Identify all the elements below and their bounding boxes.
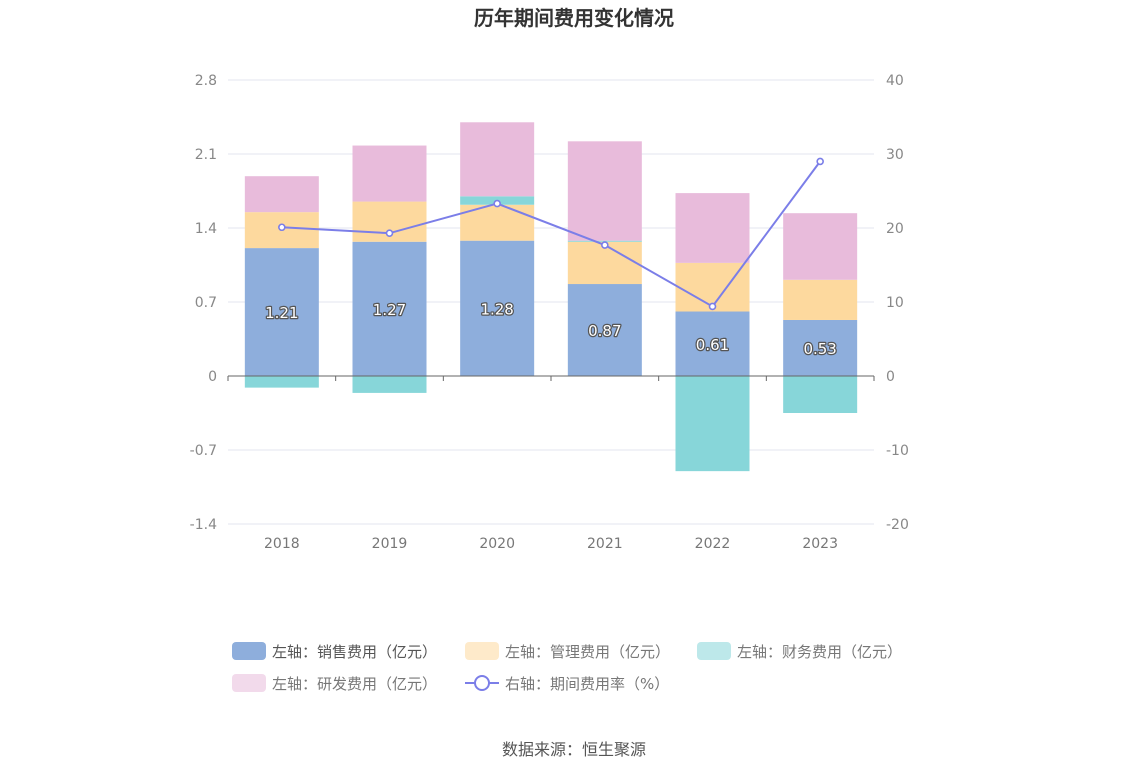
legend[interactable]: 左轴：销售费用（亿元） 左轴：管理费用（亿元） 左轴：财务费用（亿元） 左轴：研发费用…: [232, 642, 902, 693]
sales-data-label: 1.21: [265, 304, 298, 322]
bar-sales-2023[interactable]: [783, 319, 858, 376]
right-tick-label: 20: [886, 221, 904, 237]
legend-label: 左轴：研发费用（亿元）: [272, 675, 437, 693]
bar-sales-2018[interactable]: [244, 248, 319, 376]
bar-rnd-2023[interactable]: [783, 213, 858, 280]
rate-point-2023[interactable]: [816, 157, 824, 166]
right-tick-label: 40: [886, 73, 904, 89]
left-tick-label: 1.4: [195, 221, 217, 237]
bar-rnd-2019[interactable]: [352, 145, 427, 202]
rate-point-2018[interactable]: [278, 223, 286, 232]
bar-sales-2021[interactable]: [567, 284, 642, 376]
bar-finance-2022[interactable]: [675, 376, 750, 472]
legend-marker: [474, 675, 490, 691]
bar-finance-2021[interactable]: [567, 240, 642, 242]
source-text: 数据来源：恒生聚源: [502, 740, 646, 759]
rate-point-2019[interactable]: [385, 229, 394, 237]
left-tick-label: -0.7: [190, 443, 217, 459]
sales-data-label: 0.87: [588, 322, 621, 340]
rate-point-2021[interactable]: [601, 241, 609, 249]
legend-item-admin[interactable]: 左轴：管理费用（亿元）: [465, 642, 670, 661]
rate-point-2020[interactable]: [493, 199, 501, 208]
bar-sales-2019[interactable]: [352, 241, 427, 376]
bar-admin-2023[interactable]: [783, 279, 858, 320]
bars: [244, 122, 858, 472]
left-tick-label: 0: [208, 369, 217, 385]
grid-lines: [228, 79, 874, 525]
legend-swatch: [232, 642, 266, 660]
rate-point-2022[interactable]: [708, 302, 717, 311]
right-tick-label: 10: [886, 295, 904, 311]
bar-rnd-2021[interactable]: [567, 141, 642, 241]
x-axis: [227, 375, 875, 381]
data-labels: 1.21 1.27 1.28 0.87 0.61 0.53: [264, 299, 838, 359]
legend-label: 左轴：财务费用（亿元）: [737, 643, 902, 661]
bar-sales-2020[interactable]: [460, 240, 535, 376]
legend-label: 左轴：管理费用（亿元）: [505, 643, 670, 661]
sales-data-label: 0.61: [696, 336, 729, 354]
legend-swatch: [232, 674, 266, 692]
rate-line: [278, 157, 824, 311]
legend-label: 右轴：期间费用率（%）: [505, 675, 669, 693]
category-label: 2022: [695, 536, 731, 552]
left-tick-label: 2.1: [195, 147, 217, 163]
chart-title: 历年期间费用变化情况: [474, 6, 674, 30]
left-tick-label: 2.8: [195, 73, 217, 89]
bar-finance-2018[interactable]: [244, 376, 319, 388]
bar-sales-2022[interactable]: [675, 311, 750, 376]
legend-item-finance[interactable]: 左轴：财务费用（亿元）: [697, 642, 902, 661]
category-label: 2023: [802, 536, 838, 552]
sales-data-label: 0.53: [803, 340, 836, 358]
category-label: 2021: [587, 536, 623, 552]
category-labels: 2018 2019 2020 2021 2022 2023: [264, 536, 838, 552]
bar-finance-2023[interactable]: [783, 376, 858, 413]
right-tick-label: -20: [886, 517, 909, 533]
bar-rnd-2020[interactable]: [460, 122, 535, 197]
left-tick-label: -1.4: [190, 517, 217, 533]
legend-swatch: [465, 642, 499, 660]
bar-rnd-2018[interactable]: [244, 176, 319, 213]
legend-swatch: [697, 642, 731, 660]
right-axis: 40 30 20 10 0 -10 -20: [886, 73, 909, 533]
right-tick-label: 30: [886, 147, 904, 163]
legend-item-sales[interactable]: 左轴：销售费用（亿元）: [232, 642, 437, 661]
legend-label: 左轴：销售费用（亿元）: [272, 643, 437, 661]
right-tick-label: -10: [886, 443, 909, 459]
category-label: 2020: [479, 536, 515, 552]
bar-finance-2019[interactable]: [352, 376, 427, 393]
category-label: 2018: [264, 536, 300, 552]
sales-data-label: 1.28: [480, 300, 513, 318]
left-tick-label: 0.7: [195, 295, 217, 311]
legend-item-rate[interactable]: 右轴：期间费用率（%）: [465, 675, 669, 693]
rate-polyline: [281, 160, 821, 308]
right-tick-label: 0: [886, 369, 895, 385]
category-label: 2019: [372, 536, 408, 552]
sales-data-label: 1.27: [373, 301, 406, 319]
left-axis: 2.8 2.1 1.4 0.7 0 -0.7 -1.4: [190, 73, 217, 533]
bar-rnd-2022[interactable]: [675, 193, 750, 263]
legend-item-rnd[interactable]: 左轴：研发费用（亿元）: [232, 674, 437, 693]
